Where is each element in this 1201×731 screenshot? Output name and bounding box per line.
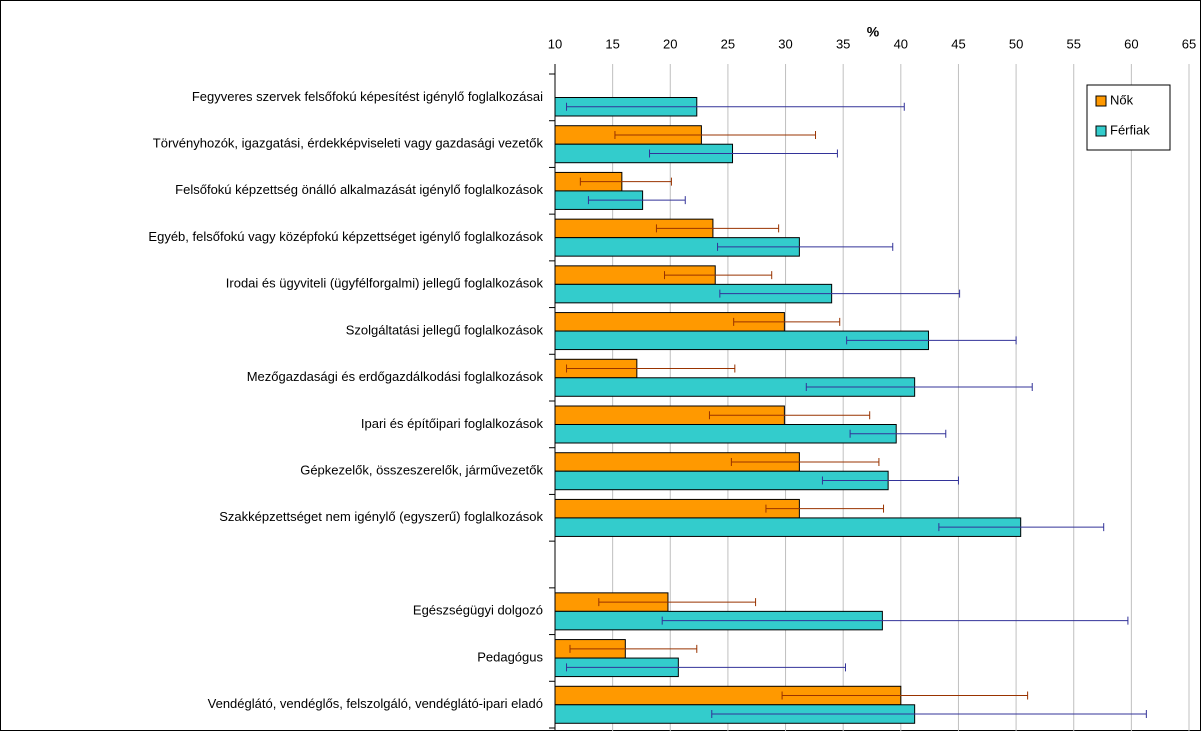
bar xyxy=(554,424,897,444)
error-bar xyxy=(846,336,1017,345)
x-tick-label: 25 xyxy=(721,36,735,51)
category-label: Felsőfokú képzettség önálló alkalmazását… xyxy=(175,182,543,197)
error-bar xyxy=(719,289,961,298)
error-bar xyxy=(566,364,736,373)
legend-swatch xyxy=(1095,95,1107,107)
category-label: Mezőgazdasági és erdőgazdálkodási foglal… xyxy=(247,369,544,384)
x-tick-label: 10 xyxy=(548,36,562,51)
x-tick-label: 40 xyxy=(894,36,908,51)
x-tick-label: 55 xyxy=(1066,36,1080,51)
legend-swatch xyxy=(1095,125,1107,137)
error-bar xyxy=(598,598,757,607)
error-bar xyxy=(730,457,880,466)
category-label: Irodai és ügyviteli (ügyfélforgalmi) jel… xyxy=(226,276,544,291)
error-bar xyxy=(821,476,959,485)
category-label: Pedagógus xyxy=(477,649,543,664)
category-label: Törvényhozók, igazgatási, érdekképvisele… xyxy=(153,136,544,151)
category-label: Fegyveres szervek felsőfokú képesítést i… xyxy=(192,89,543,104)
error-bar xyxy=(649,149,838,158)
legend-label: Nők xyxy=(1110,92,1134,107)
category-label: Egyéb, felsőfokú vagy középfokú képzetts… xyxy=(148,229,543,244)
error-bar xyxy=(781,691,1029,700)
error-bar xyxy=(711,710,1147,719)
category-label: Szakképzettséget nem igénylő (egyszerű) … xyxy=(219,509,543,524)
axis-title: % xyxy=(867,24,880,40)
category-label: Ipari és építőipari foglalkozások xyxy=(361,416,544,431)
x-tick-label: 50 xyxy=(1009,36,1023,51)
legend-label: Férfiak xyxy=(1110,122,1150,137)
error-bar xyxy=(587,196,686,205)
error-bar xyxy=(717,242,894,251)
x-tick-label: 35 xyxy=(836,36,850,51)
x-tick-label: 15 xyxy=(605,36,619,51)
error-bar xyxy=(569,644,698,653)
x-tick-label: 20 xyxy=(663,36,677,51)
error-bar xyxy=(805,383,1033,392)
error-bar xyxy=(849,429,947,438)
category-label: Szolgáltatási jellegű foglalkozások xyxy=(346,322,544,337)
error-bar xyxy=(708,411,871,420)
category-label: Vendéglátó, vendéglős, felszolgáló, vend… xyxy=(208,696,543,711)
error-bar xyxy=(765,504,885,513)
error-bar xyxy=(664,271,773,280)
x-tick-label: 65 xyxy=(1182,36,1196,51)
x-tick-label: 30 xyxy=(778,36,792,51)
bar xyxy=(554,498,800,519)
error-bar xyxy=(566,663,846,672)
error-bar xyxy=(938,523,1105,532)
error-bar xyxy=(655,224,780,233)
x-tick-label: 45 xyxy=(951,36,965,51)
x-tick-label: 60 xyxy=(1124,36,1138,51)
error-bar xyxy=(614,130,817,139)
error-bar xyxy=(733,317,841,326)
error-bar xyxy=(661,616,1129,625)
error-bar xyxy=(566,102,905,111)
error-bar xyxy=(579,177,672,186)
category-label: Gépkezelők, összeszerelők, járművezetők xyxy=(300,463,543,478)
category-label: Egészségügyi dolgozó xyxy=(413,603,543,618)
